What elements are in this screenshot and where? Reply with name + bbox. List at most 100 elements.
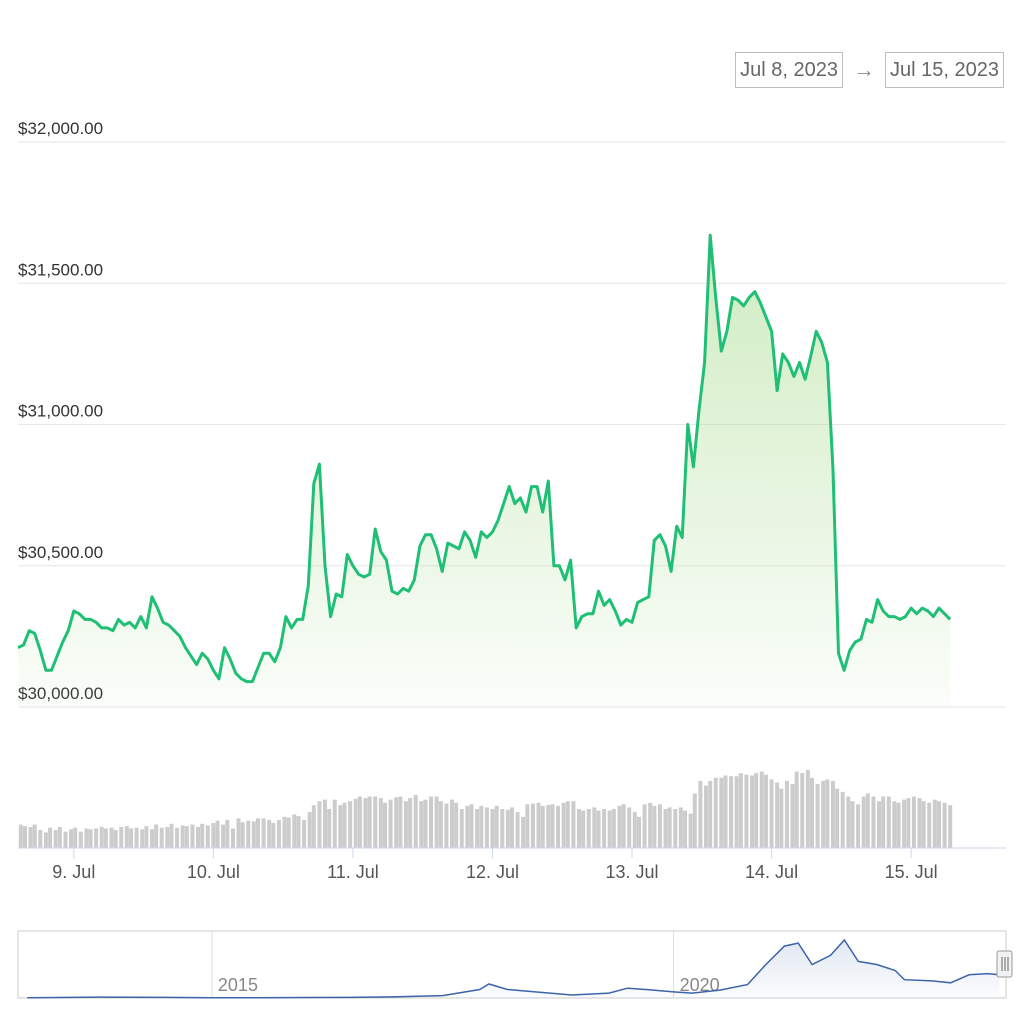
volume-bar — [438, 801, 443, 848]
volume-bar — [149, 829, 154, 848]
volume-bar — [673, 809, 678, 848]
volume-bar — [692, 793, 697, 848]
volume-bar — [779, 788, 784, 848]
volume-bar — [636, 816, 641, 848]
volume-bar — [469, 804, 474, 848]
volume-bar — [454, 802, 459, 848]
volume-bar — [763, 774, 768, 848]
volume-bar — [775, 782, 780, 848]
volume-bar — [140, 829, 145, 848]
volume-bar — [500, 809, 505, 848]
volume-bar — [154, 824, 159, 848]
volume-bar — [821, 780, 826, 848]
date-from-input[interactable]: Jul 8, 2023 — [735, 52, 844, 88]
navigator-area — [27, 940, 1000, 998]
volume-bar — [581, 810, 586, 848]
volume-bar — [276, 819, 281, 848]
volume-bar — [73, 827, 78, 848]
volume-bar — [230, 828, 235, 848]
volume-bar — [302, 819, 307, 848]
volume-bar — [429, 796, 434, 848]
volume-bar — [353, 798, 358, 848]
volume-bar — [240, 822, 245, 848]
volume-bar — [286, 817, 291, 848]
volume-bar — [948, 805, 953, 848]
volume-bar — [296, 816, 301, 848]
volume-bar — [719, 777, 724, 848]
x-tick-label: 14. Jul — [745, 862, 798, 882]
date-to-input[interactable]: Jul 15, 2023 — [885, 52, 1004, 88]
volume-bar — [373, 796, 378, 848]
volume-bar — [652, 805, 657, 848]
volume-bar — [53, 830, 58, 848]
volume-bar — [840, 791, 845, 848]
volume-bar — [565, 801, 570, 848]
volume-bar — [850, 801, 855, 848]
volume-bar — [846, 796, 851, 848]
y-axis-labels: $32,000.00 $31,500.00 $31,000.00 $30,500.00… — [18, 119, 103, 703]
volume-bar — [69, 829, 74, 848]
volume-bar — [282, 816, 287, 848]
navigator[interactable]: 2015 2020 — [17, 930, 1013, 999]
volume-bar — [540, 805, 545, 848]
volume-bar — [881, 796, 886, 848]
volume-bar — [546, 805, 551, 848]
volume-bar — [99, 826, 104, 848]
volume-bar — [932, 799, 937, 848]
volume-bar — [307, 812, 312, 848]
volume-bar — [678, 807, 683, 848]
volume-bar — [830, 780, 835, 848]
volume-bar — [256, 818, 261, 848]
volume-bar — [515, 812, 520, 848]
volume-bar — [942, 802, 947, 848]
volume-bar — [484, 807, 489, 848]
x-tick-label: 9. Jul — [52, 862, 95, 882]
volume-bar — [525, 804, 530, 848]
volume-bar — [917, 798, 922, 848]
volume-bar — [800, 773, 805, 848]
volume-bar — [327, 809, 332, 848]
volume-bar — [621, 804, 626, 848]
volume-bar — [576, 809, 581, 848]
volume-bar — [510, 807, 514, 848]
y-tick-label: $31,500.00 — [18, 260, 103, 279]
volume-bar — [744, 774, 749, 848]
volume-bar — [835, 788, 840, 848]
volume-bar — [32, 824, 37, 848]
volume-bar — [896, 802, 901, 848]
volume-bar — [413, 794, 418, 848]
volume-bar — [144, 826, 149, 848]
volume-bar — [906, 798, 911, 848]
volume-bar — [627, 807, 632, 848]
volume-bar — [459, 809, 464, 848]
volume-bar — [642, 804, 647, 848]
volume-bar — [911, 796, 916, 848]
volume-bar — [921, 801, 926, 848]
volume-bar — [734, 776, 739, 848]
y-tick-label: $32,000.00 — [18, 119, 103, 138]
volume-bar — [348, 801, 353, 848]
y-tick-label: $31,000.00 — [18, 402, 103, 421]
volume-bar — [113, 830, 118, 848]
volume-bar — [184, 826, 189, 848]
volume-bar — [267, 819, 272, 848]
volume-bar — [556, 805, 561, 848]
volume-bar — [408, 798, 413, 848]
navigator-line — [27, 938, 1000, 999]
volume-bar — [479, 805, 484, 848]
volume-bar — [383, 802, 388, 848]
volume-bar — [159, 827, 164, 848]
volume-bar — [810, 777, 815, 848]
volume-bar — [688, 813, 693, 848]
volume-bar — [225, 819, 230, 848]
volume-bar — [246, 820, 251, 848]
volume-bar — [825, 779, 830, 848]
volume-bar — [871, 796, 876, 848]
volume-bar — [57, 826, 62, 848]
volume-bar — [43, 832, 48, 848]
price-area — [18, 235, 951, 707]
volume-bar — [236, 818, 241, 848]
volume-bar — [215, 820, 220, 848]
volume-bar — [815, 784, 820, 848]
volume-bar — [769, 779, 774, 848]
